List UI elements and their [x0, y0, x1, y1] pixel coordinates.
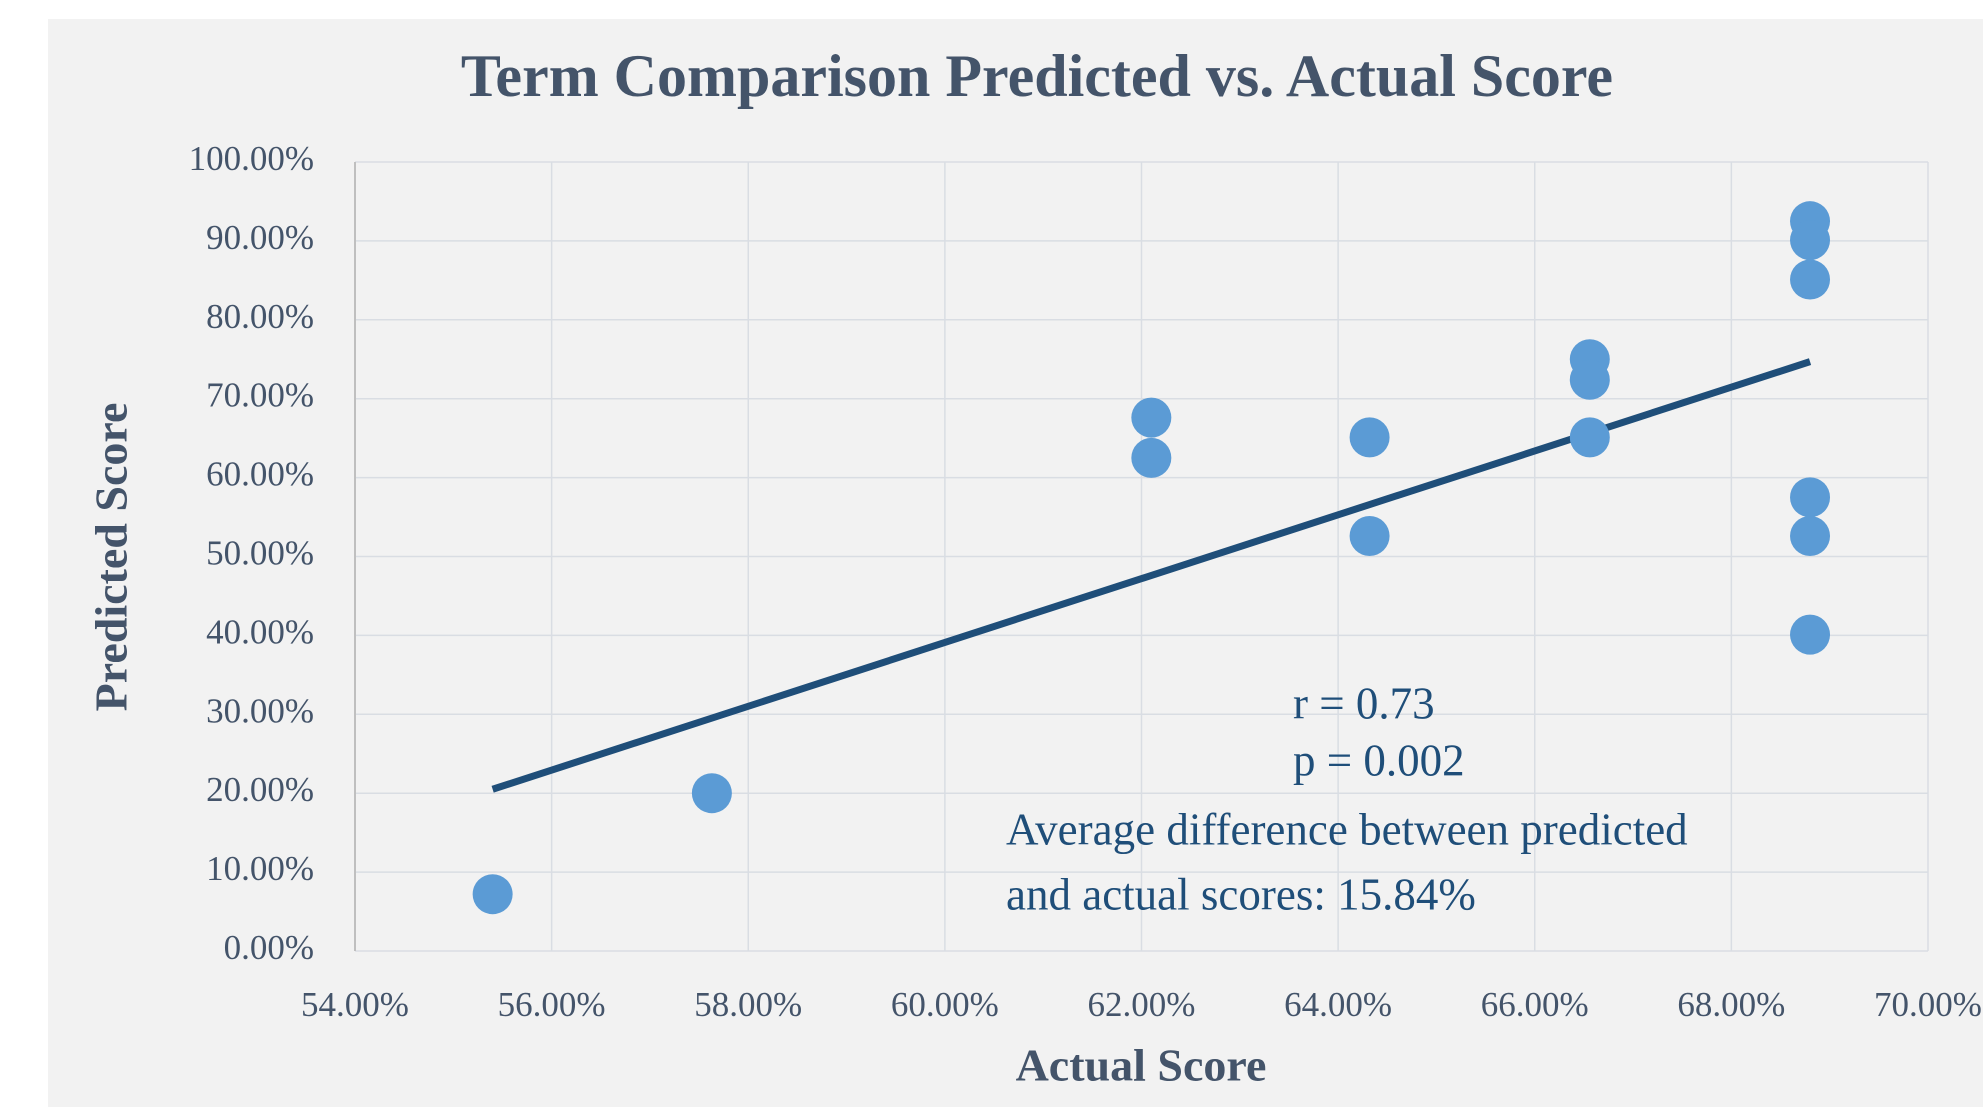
x-tick-label: 62.00%	[1088, 985, 1196, 1024]
x-tick-label: 68.00%	[1677, 985, 1785, 1024]
x-tick-label: 58.00%	[694, 985, 802, 1024]
scatter-point	[1349, 417, 1390, 458]
x-tick-label: 64.00%	[1284, 985, 1392, 1024]
y-tick-label: 40.00%	[206, 612, 314, 651]
scatter-point	[1790, 477, 1831, 518]
scatter-point	[691, 773, 732, 814]
x-tick-label: 54.00%	[301, 985, 409, 1024]
scatter-point	[1569, 359, 1610, 400]
x-tick-label: 70.00%	[1874, 985, 1982, 1024]
scatter-point	[1790, 220, 1831, 261]
x-axis-title: Actual Score	[1016, 1040, 1267, 1091]
scatter-point	[1569, 417, 1610, 458]
y-tick-label: 50.00%	[206, 534, 314, 573]
annotation: p = 0.002	[1293, 735, 1465, 785]
annotation: r = 0.73	[1293, 678, 1435, 728]
scatter-point	[1790, 515, 1831, 556]
y-tick-label: 20.00%	[206, 770, 314, 809]
x-tick-label: 56.00%	[498, 985, 606, 1024]
y-tick-label: 0.00%	[224, 928, 314, 967]
y-tick-label: 90.00%	[206, 218, 314, 257]
x-tick-label: 60.00%	[891, 985, 999, 1024]
y-tick-label: 30.00%	[206, 691, 314, 730]
scatter-point	[472, 874, 513, 915]
y-tick-label: 70.00%	[206, 376, 314, 415]
scatter-point	[1790, 614, 1831, 655]
scatter-point	[1349, 515, 1390, 556]
scatter-point	[1131, 437, 1172, 478]
scatter-point	[1131, 397, 1172, 438]
annotation: and actual scores: 15.84%	[1006, 869, 1476, 919]
x-tick-label: 66.00%	[1481, 985, 1589, 1024]
y-tick-label: 10.00%	[206, 849, 314, 888]
chart-title: Term Comparison Predicted vs. Actual Sco…	[461, 43, 1613, 109]
annotation: Average difference between predicted	[1006, 804, 1688, 854]
y-axis-title: Predicted Score	[86, 403, 137, 712]
y-tick-label: 100.00%	[189, 139, 314, 178]
scatter-point	[1790, 259, 1831, 300]
y-tick-label: 60.00%	[206, 455, 314, 494]
y-tick-label: 80.00%	[206, 297, 314, 336]
chart-background	[48, 19, 1983, 1107]
